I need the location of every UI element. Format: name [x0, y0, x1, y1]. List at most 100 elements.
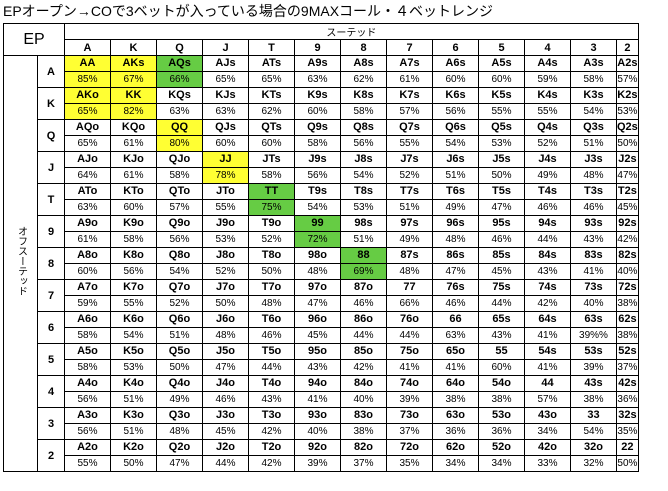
hand-label: TT [248, 183, 295, 200]
equity-percent: 42% [248, 423, 295, 440]
hand-label: T8s [340, 183, 387, 200]
hand-label: 88 [340, 247, 387, 264]
equity-percent: 54% [570, 103, 617, 120]
hand-label: A5s [478, 55, 525, 72]
hand-label: K5o [110, 343, 157, 360]
equity-percent: 47% [478, 199, 525, 216]
equity-percent: 37% [386, 423, 433, 440]
hand-label: J4o [202, 375, 249, 392]
hand-label: 92s [616, 215, 639, 232]
equity-percent: 52% [524, 135, 571, 152]
hand-row: 6 A6o K6o Q6o J6o T6o 96o 86o 76o 66 65s 64s 63s 62s [4, 311, 639, 344]
hand-label: 95s [478, 215, 525, 232]
hand-label: AQo [64, 119, 111, 136]
equity-percent: 44% [202, 455, 249, 472]
equity-percent: 43% [570, 231, 617, 248]
percent-row: 56% 51% 48% 45% 42% 40% 38% 37% 36% 36% 34% 54% 35% [4, 423, 639, 440]
equity-percent: 49% [156, 391, 203, 408]
hand-label: 54s [524, 343, 571, 360]
hand-label: A7o [64, 279, 111, 296]
equity-percent: 64% [64, 167, 111, 184]
hand-label: 86o [340, 311, 387, 328]
equity-percent: 47% [156, 455, 203, 472]
equity-percent: 33% [524, 455, 571, 472]
hand-label: Q7s [386, 119, 433, 136]
equity-percent: 53% [616, 103, 639, 120]
equity-percent: 60% [248, 135, 295, 152]
equity-percent: 62% [248, 103, 295, 120]
hand-label: AA [64, 55, 111, 72]
hand-label: 98s [340, 215, 387, 232]
hand-label: KJs [202, 87, 249, 104]
hand-row: 3 A3o K3o Q3o J3o T3o 93o 83o 73o 63o 53o 43o 33 32s [4, 407, 639, 440]
hand-row: T ATo KTo QTo JTo TT T9s T8s T7s T6s T5s T4s T3s T2s [4, 183, 639, 216]
equity-percent: 52% [202, 263, 249, 280]
equity-percent: 54% [570, 423, 617, 440]
equity-percent: 34% [524, 423, 571, 440]
hand-label: K7o [110, 279, 157, 296]
hand-label: K3o [110, 407, 157, 424]
equity-percent: 44% [386, 327, 433, 344]
equity-percent: 78% [202, 167, 249, 184]
hand-label: 87s [386, 247, 433, 264]
hand-label: 43o [524, 407, 571, 424]
percent-row: 58% 54% 51% 48% 46% 45% 44% 44% 63% 43% 41% 39%% 38% [4, 327, 639, 344]
equity-percent: 45% [616, 199, 639, 216]
hand-label: QTo [156, 183, 203, 200]
equity-percent: 43% [478, 327, 525, 344]
equity-percent: 48% [386, 263, 433, 280]
offsuit-label: オフスーテッド [3, 55, 38, 472]
hand-row: 2 A2o K2o Q2o J2o T2o 92o 82o 72o 62o 52o 42o 32o 22 [4, 439, 639, 472]
hand-label: Q3s [570, 119, 617, 136]
hand-label: AQs [156, 55, 203, 72]
hand-label: 76o [386, 311, 433, 328]
hand-label: J8s [340, 151, 387, 168]
hand-label: AKs [110, 55, 157, 72]
equity-percent: 32% [570, 455, 617, 472]
hand-label: K6o [110, 311, 157, 328]
equity-percent: 63% [202, 103, 249, 120]
equity-percent: 47% [432, 263, 479, 280]
equity-percent: 56% [64, 391, 111, 408]
hand-label: T8o [248, 247, 295, 264]
hand-row: 9 A9o K9o Q9o J9o T9o 99 98s 97s 96s 95s 94s 93s 92s [4, 215, 639, 248]
equity-percent: 51% [432, 167, 479, 184]
equity-percent: 39% [294, 455, 341, 472]
hand-label: A5o [64, 343, 111, 360]
hand-label: 95o [294, 343, 341, 360]
equity-percent: 63% [294, 71, 341, 88]
equity-percent: 58% [110, 231, 157, 248]
hand-label: 33 [570, 407, 617, 424]
hand-label: J2o [202, 439, 249, 456]
hand-label: QQ [156, 119, 203, 136]
hand-row: 7 A7o K7o Q7o J7o T7o 97o 87o 77 76s 75s 74s 73s 72s [4, 279, 639, 312]
hand-label: T7s [386, 183, 433, 200]
equity-percent: 50% [616, 455, 639, 472]
row-header-4: 4 [37, 375, 65, 408]
equity-percent: 51% [386, 199, 433, 216]
equity-percent: 50% [202, 295, 249, 312]
hand-label: 94o [294, 375, 341, 392]
equity-percent: 56% [294, 167, 341, 184]
hand-label: A2s [616, 55, 639, 72]
hand-label: 72s [616, 279, 639, 296]
hand-label: QTs [248, 119, 295, 136]
equity-percent: 36% [616, 391, 639, 408]
percent-row: 56% 51% 49% 46% 43% 41% 40% 39% 38% 38% 57% 38% 36% [4, 391, 639, 408]
equity-percent: 39%% [570, 327, 617, 344]
equity-percent: 60% [202, 135, 249, 152]
hand-label: T7o [248, 279, 295, 296]
hand-label: 93s [570, 215, 617, 232]
hand-label: 83s [570, 247, 617, 264]
equity-percent: 46% [340, 295, 387, 312]
hand-label: 65s [478, 311, 525, 328]
hand-label: 22 [616, 439, 639, 456]
equity-percent: 55% [64, 455, 111, 472]
hand-label: 85o [340, 343, 387, 360]
equity-percent: 57% [386, 103, 433, 120]
equity-percent: 36% [432, 423, 479, 440]
row-header-6: 6 [37, 311, 65, 344]
hand-label: 83o [340, 407, 387, 424]
equity-percent: 49% [386, 231, 433, 248]
hand-label: T4s [524, 183, 571, 200]
